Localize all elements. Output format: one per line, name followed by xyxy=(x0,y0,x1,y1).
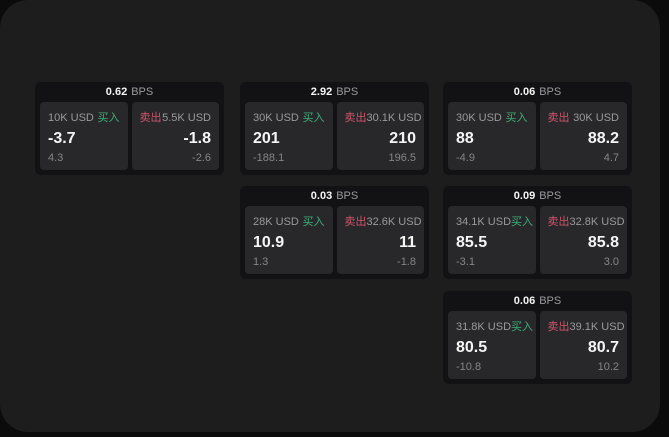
sell-size-label: 30K USD xyxy=(573,112,619,124)
sell-size-label: 5.5K USD xyxy=(162,112,211,124)
spread-value: 2.92 xyxy=(310,86,333,98)
quote-card-2: 2.92 BPS 30K USD 买入 201 -188.1 卖出 30.1K U… xyxy=(240,82,429,175)
quote-card-1: 0.62 BPS 10K USD 买入 -3.7 4.3 卖出 5.5K USD … xyxy=(35,82,224,175)
spread-header: 0.06 BPS xyxy=(448,82,627,102)
buy-size-label: 28K USD xyxy=(253,216,299,228)
spread-header: 0.03 BPS xyxy=(245,186,424,206)
quote-tiles: 34.1K USD 买入 85.5 -3.1 卖出 32.8K USD 85.8… xyxy=(448,206,627,274)
quote-tiles: 31.8K USD 买入 80.5 -10.8 卖出 39.1K USD 80.… xyxy=(448,311,627,379)
buy-sub-value: 4.3 xyxy=(48,152,64,164)
spread-unit-label: BPS xyxy=(539,86,562,98)
buy-side-tag: 买入 xyxy=(511,321,534,333)
sell-price: 88.2 xyxy=(587,129,619,147)
sell-side-tag: 卖出 xyxy=(547,112,570,124)
spread-header: 0.06 BPS xyxy=(448,291,627,311)
sell-price: 11 xyxy=(399,233,416,251)
sell-side-tag: 卖出 xyxy=(547,321,570,333)
quote-card-5: 0.09 BPS 34.1K USD 买入 85.5 -3.1 卖出 32.8K … xyxy=(443,186,632,279)
buy-quote-tile[interactable]: 30K USD 买入 88 -4.9 xyxy=(448,102,536,170)
sell-size-label: 32.8K USD xyxy=(569,216,625,228)
buy-side-tag: 买入 xyxy=(302,112,325,124)
buy-price: 85.5 xyxy=(456,233,488,251)
spread-header: 0.62 BPS xyxy=(40,82,219,102)
buy-sub-value: -188.1 xyxy=(253,152,285,164)
buy-size-label: 10K USD xyxy=(48,112,94,124)
spread-value: 0.62 xyxy=(105,86,128,98)
buy-size-label: 30K USD xyxy=(456,112,502,124)
sell-price: -1.8 xyxy=(183,129,211,147)
buy-size-label: 30K USD xyxy=(253,112,299,124)
buy-quote-tile[interactable]: 31.8K USD 买入 80.5 -10.8 xyxy=(448,311,536,379)
sell-quote-tile[interactable]: 卖出 5.5K USD -1.8 -2.6 xyxy=(131,102,219,170)
sell-quote-tile[interactable]: 卖出 30K USD 88.2 4.7 xyxy=(539,102,627,170)
sell-quote-tile[interactable]: 卖出 30.1K USD 210 196.5 xyxy=(336,102,424,170)
sell-quote-tile[interactable]: 卖出 39.1K USD 80.7 10.2 xyxy=(539,311,627,379)
spread-value: 0.06 xyxy=(513,86,536,98)
sell-size-label: 32.6K USD xyxy=(366,216,422,228)
spread-unit-label: BPS xyxy=(539,190,562,202)
buy-size-label: 34.1K USD xyxy=(456,216,512,228)
spread-unit-label: BPS xyxy=(336,190,359,202)
sell-size-label: 30.1K USD xyxy=(366,112,422,124)
sell-sub-value: 4.7 xyxy=(603,152,619,164)
spread-value: 0.09 xyxy=(513,190,536,202)
buy-quote-tile[interactable]: 30K USD 买入 201 -188.1 xyxy=(245,102,333,170)
buy-quote-tile[interactable]: 10K USD 买入 -3.7 4.3 xyxy=(40,102,128,170)
quote-card-6: 0.06 BPS 31.8K USD 买入 80.5 -10.8 卖出 39.1K… xyxy=(443,291,632,384)
sell-price: 210 xyxy=(389,129,416,147)
quote-card-4: 0.03 BPS 28K USD 买入 10.9 1.3 卖出 32.6K USD… xyxy=(240,186,429,279)
sell-sub-value: -1.8 xyxy=(397,256,416,268)
sell-sub-value: 3.0 xyxy=(603,256,619,268)
buy-price: 10.9 xyxy=(253,233,285,251)
sell-price: 85.8 xyxy=(587,233,619,251)
sell-side-tag: 卖出 xyxy=(139,112,162,124)
sell-side-tag: 卖出 xyxy=(547,216,570,228)
buy-price: 80.5 xyxy=(456,338,488,356)
buy-sub-value: -3.1 xyxy=(456,256,475,268)
buy-side-tag: 买入 xyxy=(505,112,528,124)
buy-price: 88 xyxy=(456,129,474,147)
spread-value: 0.06 xyxy=(513,295,536,307)
spread-header: 0.09 BPS xyxy=(448,186,627,206)
buy-side-tag: 买入 xyxy=(302,216,325,228)
quote-board-panel: 0.62 BPS 10K USD 买入 -3.7 4.3 卖出 5.5K USD … xyxy=(0,0,660,432)
spread-unit-label: BPS xyxy=(336,86,359,98)
sell-quote-tile[interactable]: 卖出 32.6K USD 11 -1.8 xyxy=(336,206,424,274)
buy-sub-value: -10.8 xyxy=(456,361,482,373)
sell-side-tag: 卖出 xyxy=(344,112,367,124)
spread-header: 2.92 BPS xyxy=(245,82,424,102)
sell-quote-tile[interactable]: 卖出 32.8K USD 85.8 3.0 xyxy=(539,206,627,274)
sell-sub-value: -2.6 xyxy=(192,152,211,164)
quote-tiles: 30K USD 买入 201 -188.1 卖出 30.1K USD 210 1… xyxy=(245,102,424,170)
buy-price: -3.7 xyxy=(48,129,76,147)
quote-tiles: 10K USD 买入 -3.7 4.3 卖出 5.5K USD -1.8 -2.… xyxy=(40,102,219,170)
quote-tiles: 30K USD 买入 88 -4.9 卖出 30K USD 88.2 4.7 xyxy=(448,102,627,170)
sell-price: 80.7 xyxy=(587,338,619,356)
quote-tiles: 28K USD 买入 10.9 1.3 卖出 32.6K USD 11 -1.8 xyxy=(245,206,424,274)
buy-price: 201 xyxy=(253,129,280,147)
buy-sub-value: 1.3 xyxy=(253,256,269,268)
buy-quote-tile[interactable]: 28K USD 买入 10.9 1.3 xyxy=(245,206,333,274)
sell-sub-value: 10.2 xyxy=(597,361,619,373)
spread-unit-label: BPS xyxy=(131,86,154,98)
buy-side-tag: 买入 xyxy=(511,216,534,228)
buy-size-label: 31.8K USD xyxy=(456,321,512,333)
sell-size-label: 39.1K USD xyxy=(569,321,625,333)
buy-side-tag: 买入 xyxy=(97,112,120,124)
buy-quote-tile[interactable]: 34.1K USD 买入 85.5 -3.1 xyxy=(448,206,536,274)
spread-value: 0.03 xyxy=(310,190,333,202)
spread-unit-label: BPS xyxy=(539,295,562,307)
sell-sub-value: 196.5 xyxy=(388,152,416,164)
sell-side-tag: 卖出 xyxy=(344,216,367,228)
quote-card-3: 0.06 BPS 30K USD 买入 88 -4.9 卖出 30K USD 88… xyxy=(443,82,632,175)
buy-sub-value: -4.9 xyxy=(456,152,475,164)
